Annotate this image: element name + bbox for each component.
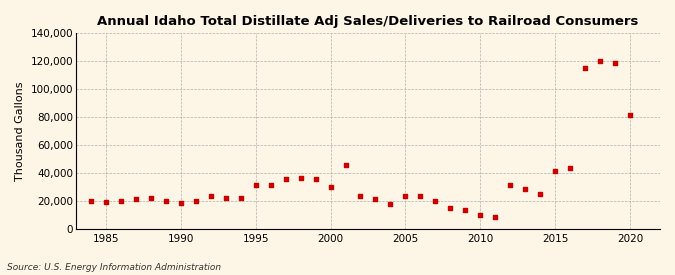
Point	[445, 206, 456, 211]
Point	[145, 196, 156, 200]
Point	[400, 194, 411, 198]
Title: Annual Idaho Total Distillate Adj Sales/Deliveries to Railroad Consumers: Annual Idaho Total Distillate Adj Sales/…	[97, 15, 639, 28]
Point	[490, 214, 501, 219]
Point	[280, 177, 291, 181]
Point	[161, 199, 171, 204]
Text: Source: U.S. Energy Information Administration: Source: U.S. Energy Information Administ…	[7, 263, 221, 272]
Point	[130, 197, 141, 201]
Point	[505, 182, 516, 187]
Point	[535, 192, 545, 197]
Point	[325, 185, 336, 189]
Point	[565, 166, 576, 170]
Point	[265, 182, 276, 187]
Point	[370, 196, 381, 201]
Point	[430, 199, 441, 204]
Point	[595, 59, 605, 64]
Point	[190, 199, 201, 203]
Point	[236, 196, 246, 200]
Point	[415, 194, 426, 198]
Point	[205, 194, 216, 198]
Point	[115, 199, 126, 204]
Point	[295, 175, 306, 180]
Point	[475, 213, 486, 218]
Point	[549, 168, 560, 173]
Point	[460, 208, 470, 212]
Point	[176, 200, 186, 205]
Y-axis label: Thousand Gallons: Thousand Gallons	[15, 82, 25, 181]
Point	[101, 200, 111, 204]
Point	[520, 186, 531, 191]
Point	[385, 202, 396, 206]
Point	[610, 60, 620, 65]
Point	[86, 199, 97, 203]
Point	[340, 163, 351, 167]
Point	[580, 66, 591, 70]
Point	[624, 112, 635, 117]
Point	[355, 194, 366, 198]
Point	[310, 177, 321, 181]
Point	[250, 182, 261, 187]
Point	[220, 196, 231, 200]
